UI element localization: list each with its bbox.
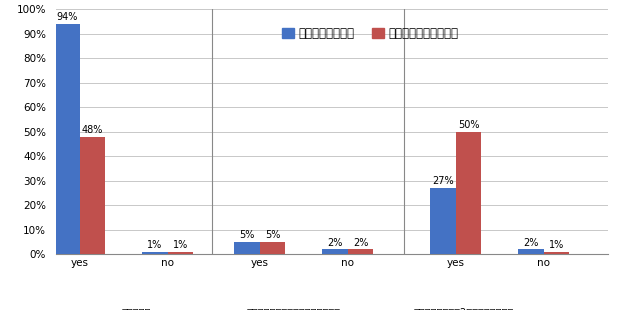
Text: 1%: 1% — [549, 240, 564, 250]
Bar — [168, 252, 193, 254]
Text: 共同発明者: 共同発明者 — [122, 307, 151, 310]
Bar — [544, 252, 569, 254]
Text: 50%: 50% — [458, 120, 479, 130]
Bar — [234, 242, 260, 254]
Text: 1%: 1% — [173, 240, 188, 250]
Text: 2%: 2% — [327, 237, 343, 248]
Text: 48%: 48% — [82, 125, 104, 135]
Text: 5%: 5% — [265, 230, 280, 240]
Bar — [348, 249, 373, 254]
Text: 27%: 27% — [432, 176, 454, 186]
Bar — [456, 132, 481, 254]
Bar — [80, 137, 105, 254]
Text: 研究開発コストの2割以上の費用負担: 研究開発コストの2割以上の費用負担 — [414, 307, 514, 310]
Legend: ユーザーとの連携, サプライヤーとの連携: ユーザーとの連携, サプライヤーとの連携 — [277, 23, 463, 45]
Text: 1%: 1% — [148, 240, 162, 250]
Bar — [142, 252, 168, 254]
Bar — [322, 249, 348, 254]
Text: 2%: 2% — [353, 237, 368, 248]
Bar — [518, 249, 544, 254]
Bar — [260, 242, 285, 254]
Text: 2%: 2% — [523, 237, 539, 248]
Text: 94%: 94% — [56, 12, 78, 22]
Bar — [54, 24, 80, 254]
Text: 研究開発の着想に非常に重要な知識: 研究開発の着想に非常に重要な知識 — [246, 307, 340, 310]
Text: 5%: 5% — [239, 230, 255, 240]
Bar — [430, 188, 456, 254]
